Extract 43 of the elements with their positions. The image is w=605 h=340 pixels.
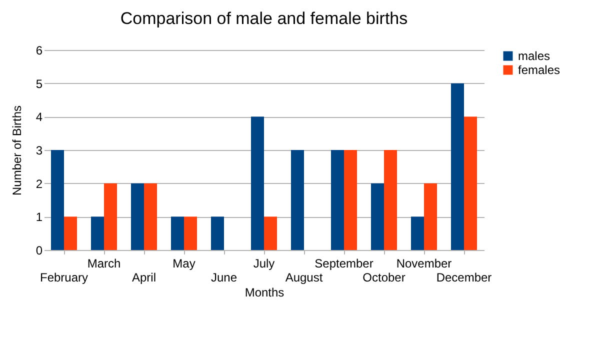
legend-label: females (518, 63, 560, 77)
y-tick-label: 1 (36, 210, 43, 224)
bar (184, 216, 197, 250)
bar (51, 150, 64, 250)
bar (211, 216, 224, 250)
x-tick-label: June (210, 270, 238, 284)
bar (251, 116, 264, 250)
bar (424, 183, 437, 250)
x-tick-label: November (396, 256, 452, 270)
bar (451, 83, 464, 250)
x-tick-label: December (436, 270, 492, 284)
x-tick-label: February (40, 270, 88, 284)
x-tick-label: May (172, 256, 196, 270)
y-tick-label: 4 (36, 110, 43, 124)
y-tick-label: 3 (36, 144, 43, 158)
legend-label: males (518, 49, 550, 63)
y-tick-label: 0 (36, 244, 43, 258)
x-tick-label: October (362, 270, 406, 284)
bar (371, 183, 384, 250)
y-tick-label: 2 (36, 176, 43, 191)
chart-title: Comparison of male and female births (120, 9, 408, 28)
y-tick-label: 6 (36, 44, 43, 58)
bar (104, 183, 117, 250)
x-tick-label: April (132, 270, 156, 284)
bar (291, 150, 304, 250)
bar (344, 150, 357, 250)
bar (131, 183, 144, 250)
x-tick-label: March (87, 256, 121, 270)
x-tick-label: August (285, 270, 324, 284)
bar (384, 150, 397, 250)
bar (411, 216, 424, 250)
bar (264, 216, 277, 250)
x-tick-label: July (253, 256, 275, 270)
bar (464, 116, 477, 250)
x-tick-label: September (314, 256, 374, 270)
x-axis-title: Months (244, 286, 284, 300)
bar (171, 216, 184, 250)
bar (331, 150, 344, 250)
bar (144, 183, 157, 250)
bar (64, 216, 77, 250)
y-tick-label: 5 (36, 76, 43, 91)
y-axis-title: Number of Births (10, 105, 24, 196)
bar (91, 216, 104, 250)
